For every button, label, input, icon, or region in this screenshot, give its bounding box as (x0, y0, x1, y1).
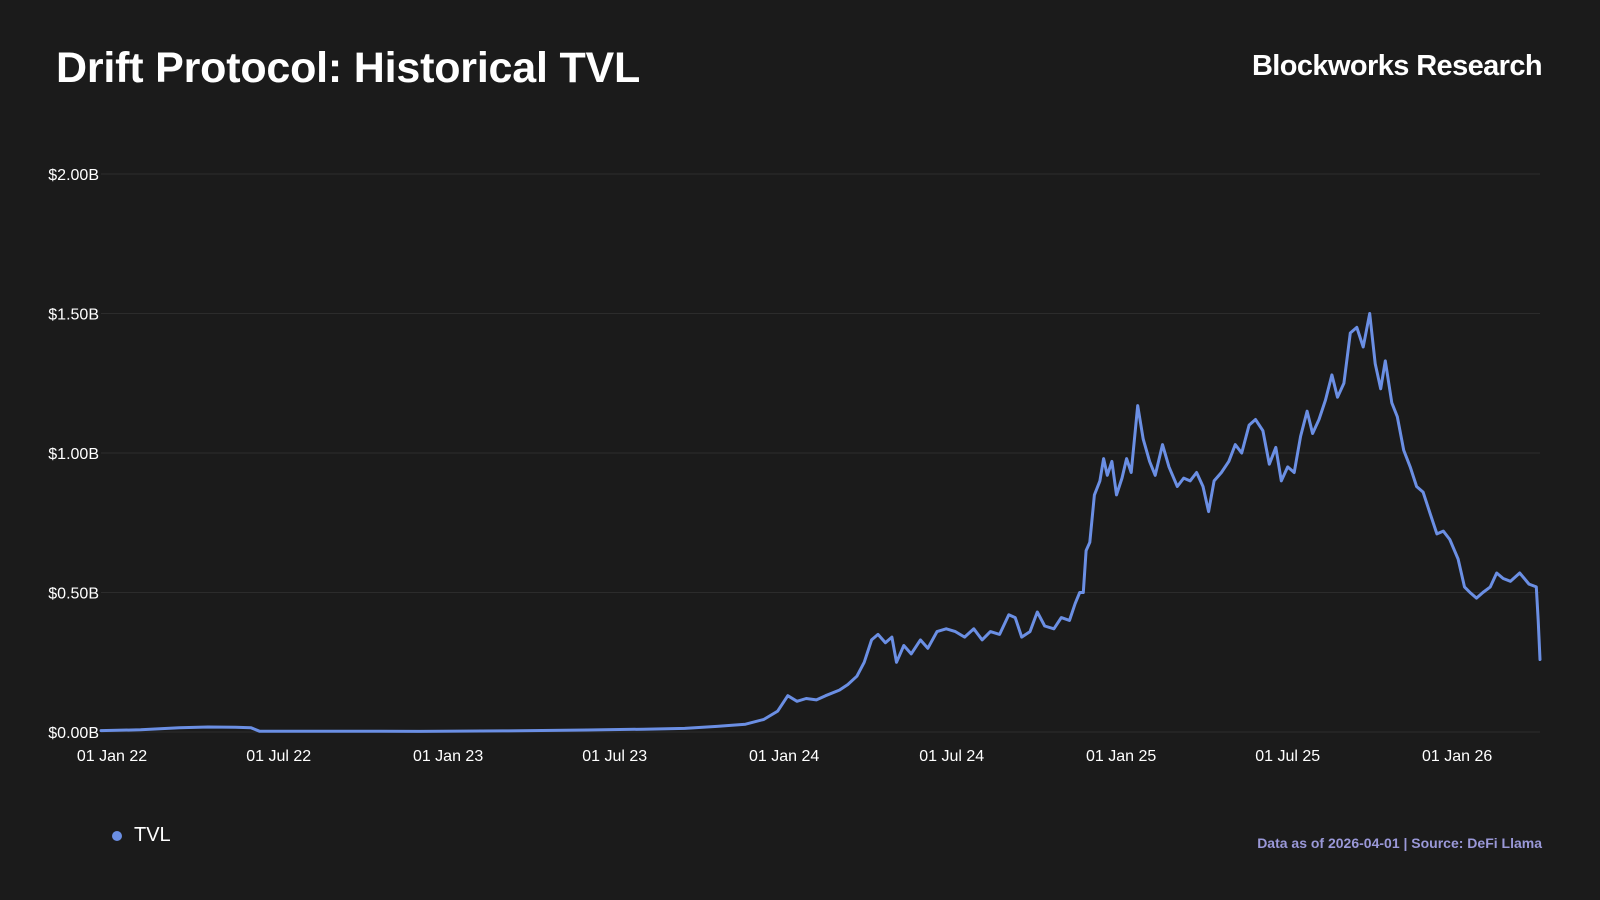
page-title: Drift Protocol: Historical TVL (56, 44, 641, 92)
x-tick-label: 01 Jan 24 (749, 748, 819, 765)
x-tick-label: 01 Jan 26 (1422, 748, 1492, 765)
x-tick-label: 01 Jan 25 (1086, 748, 1156, 765)
y-tick-label: $0.50B (48, 586, 99, 603)
x-axis: 01 Jan 22 01 Jul 22 01 Jan 23 01 Jul 23 01 J… (77, 748, 1492, 765)
y-tick-label: $1.00B (48, 446, 99, 463)
x-tick-label: 01 Jul 25 (1255, 748, 1320, 765)
y-tick-label: $0.00B (48, 725, 99, 742)
series-line-tvl (99, 312, 1542, 733)
brand-logo-text: Blockworks Research (1251, 50, 1543, 82)
y-axis: $0.00B $0.50B $1.00B $1.50B $2.00B (48, 167, 99, 742)
x-tick-label: 01 Jul 23 (582, 748, 647, 765)
y-tick-label: $2.00B (48, 167, 99, 184)
source-note: Data as of 2026-04-01 | Source: DeFi Lla… (1257, 835, 1542, 851)
x-tick-label: 01 Jan 22 (77, 748, 147, 765)
legend: TVL (112, 824, 171, 847)
x-tick-label: 01 Jul 22 (246, 748, 311, 765)
legend-tvl-marker (112, 830, 122, 841)
series-layer (99, 312, 1542, 733)
y-tick-label: $1.50B (48, 307, 99, 324)
grid-layer (101, 173, 1540, 733)
legend-tvl-label: TVL (134, 824, 171, 846)
x-tick-label: 01 Jul 24 (919, 748, 984, 765)
x-tick-label: 01 Jan 23 (413, 748, 483, 765)
